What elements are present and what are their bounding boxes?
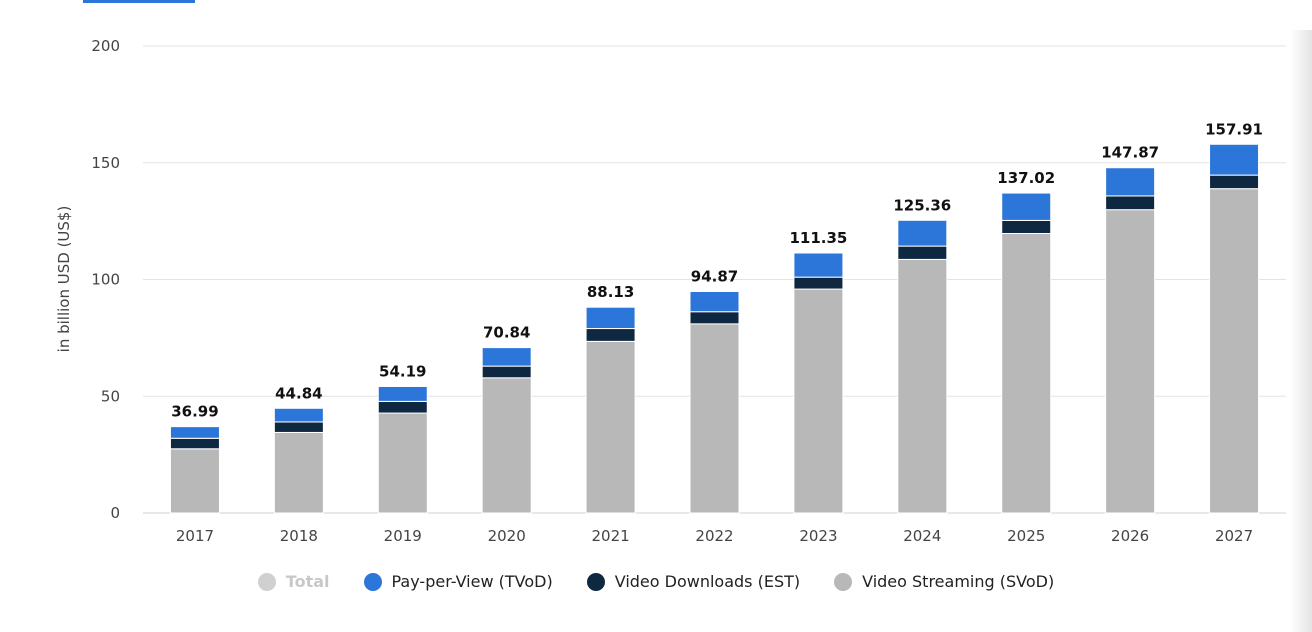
- bar-segment-est[interactable]: [793, 276, 844, 290]
- bars: [169, 143, 1260, 514]
- bar-segment-est[interactable]: [169, 437, 220, 450]
- bar-segment-est[interactable]: [689, 311, 740, 325]
- bar-stack[interactable]: [689, 290, 740, 514]
- bar-segment-svod[interactable]: [689, 323, 740, 514]
- bar-stack[interactable]: [897, 219, 948, 514]
- bar-stack[interactable]: [1209, 143, 1260, 514]
- legend-label-tvod: Pay-per-View (TVoD): [391, 572, 553, 591]
- bar-stack[interactable]: [377, 385, 428, 514]
- bar-segment-tvod[interactable]: [1105, 167, 1156, 197]
- legend-label-total: Total: [285, 572, 330, 591]
- total-data-label: 137.02: [997, 169, 1055, 187]
- bar-segment-tvod[interactable]: [689, 290, 740, 313]
- bar-segment-svod[interactable]: [1209, 188, 1260, 514]
- bar-segment-tvod[interactable]: [273, 407, 324, 423]
- x-tick-label: 2025: [1007, 527, 1045, 545]
- legend-item-total[interactable]: Total: [257, 572, 330, 591]
- total-data-label: 157.91: [1205, 120, 1263, 138]
- data-labels: 36.99 44.84 54.19 70.84 88.13 94.87 111.35 125.…: [171, 120, 1263, 420]
- y-axis-title: in billion USD (US$): [55, 206, 73, 353]
- bar-stack[interactable]: [1001, 192, 1052, 514]
- bar-segment-svod[interactable]: [169, 448, 220, 514]
- y-axis: 0 50 100 150 200: [91, 37, 120, 522]
- bar-segment-est[interactable]: [897, 245, 948, 260]
- x-tick-label: 2023: [799, 527, 837, 545]
- bar-segment-est[interactable]: [377, 400, 428, 414]
- tab-indicator: [83, 0, 195, 3]
- x-axis: 2017 2018 2019 2020 2021 2022 2023 2024 2025 2026…: [176, 527, 1253, 545]
- x-tick-label: 2018: [280, 527, 318, 545]
- legend-dot-tvod: [363, 572, 382, 591]
- y-tick-label: 50: [101, 387, 120, 405]
- bar-stack[interactable]: [585, 306, 636, 514]
- total-data-label: 44.84: [275, 384, 322, 402]
- bar-segment-svod[interactable]: [1001, 233, 1052, 514]
- bar-segment-tvod[interactable]: [481, 347, 532, 367]
- bar-stack[interactable]: [169, 426, 220, 514]
- bar-stack[interactable]: [793, 252, 844, 514]
- bar-segment-tvod[interactable]: [793, 252, 844, 278]
- bar-segment-est[interactable]: [1209, 174, 1260, 190]
- x-tick-label: 2021: [591, 527, 629, 545]
- y-tick-label: 150: [91, 154, 120, 172]
- total-data-label: 36.99: [171, 403, 218, 421]
- x-tick-label: 2017: [176, 527, 214, 545]
- x-tick-label: 2027: [1215, 527, 1253, 545]
- bar-stack[interactable]: [273, 407, 324, 514]
- legend-item-svod[interactable]: Video Streaming (SVoD): [834, 572, 1054, 591]
- legend-dot-est: [586, 572, 605, 591]
- bar-stack[interactable]: [1105, 167, 1156, 514]
- legend-label-est: Video Downloads (EST): [614, 572, 801, 591]
- bar-segment-svod[interactable]: [273, 431, 324, 514]
- bar-segment-est[interactable]: [1001, 219, 1052, 235]
- total-data-label: 54.19: [379, 362, 426, 380]
- x-tick-label: 2022: [695, 527, 733, 545]
- bar-segment-svod[interactable]: [897, 258, 948, 514]
- legend-item-tvod[interactable]: Pay-per-View (TVoD): [363, 572, 553, 591]
- y-tick-label: 0: [110, 504, 120, 522]
- x-tick-label: 2024: [903, 527, 941, 545]
- legend-dot-total: [257, 572, 276, 591]
- x-tick-label: 2026: [1111, 527, 1149, 545]
- legend-item-est[interactable]: Video Downloads (EST): [586, 572, 801, 591]
- bar-segment-tvod[interactable]: [585, 306, 636, 330]
- total-data-label: 94.87: [691, 267, 738, 285]
- scroll-shadow: [1290, 30, 1312, 632]
- total-data-label: 88.13: [587, 283, 634, 301]
- total-data-label: 147.87: [1101, 144, 1159, 162]
- legend: Total Pay-per-View (TVoD) Video Download…: [0, 572, 1312, 591]
- legend-label-svod: Video Streaming (SVoD): [862, 572, 1055, 591]
- x-tick-label: 2019: [384, 527, 422, 545]
- bar-segment-est[interactable]: [481, 365, 532, 379]
- bar-segment-est[interactable]: [1105, 195, 1156, 211]
- y-tick-label: 200: [91, 37, 120, 55]
- x-tick-label: 2020: [488, 527, 526, 545]
- bar-segment-svod[interactable]: [585, 340, 636, 514]
- legend-dot-svod: [834, 572, 853, 591]
- total-data-label: 111.35: [789, 229, 847, 247]
- bar-segment-svod[interactable]: [377, 412, 428, 514]
- bar-segment-tvod[interactable]: [377, 385, 428, 402]
- total-data-label: 70.84: [483, 324, 530, 342]
- bar-segment-tvod[interactable]: [897, 219, 948, 247]
- total-data-label: 125.36: [893, 196, 951, 214]
- bar-segment-svod[interactable]: [793, 288, 844, 514]
- bar-segment-svod[interactable]: [481, 377, 532, 514]
- bar-segment-est[interactable]: [585, 328, 636, 342]
- bar-segment-svod[interactable]: [1105, 209, 1156, 514]
- bar-segment-est[interactable]: [273, 421, 324, 433]
- bar-segment-tvod[interactable]: [1001, 192, 1052, 221]
- bar-segment-tvod[interactable]: [169, 426, 220, 439]
- y-tick-label: 100: [91, 271, 120, 289]
- bar-stack[interactable]: [481, 347, 532, 514]
- bar-segment-tvod[interactable]: [1209, 143, 1260, 176]
